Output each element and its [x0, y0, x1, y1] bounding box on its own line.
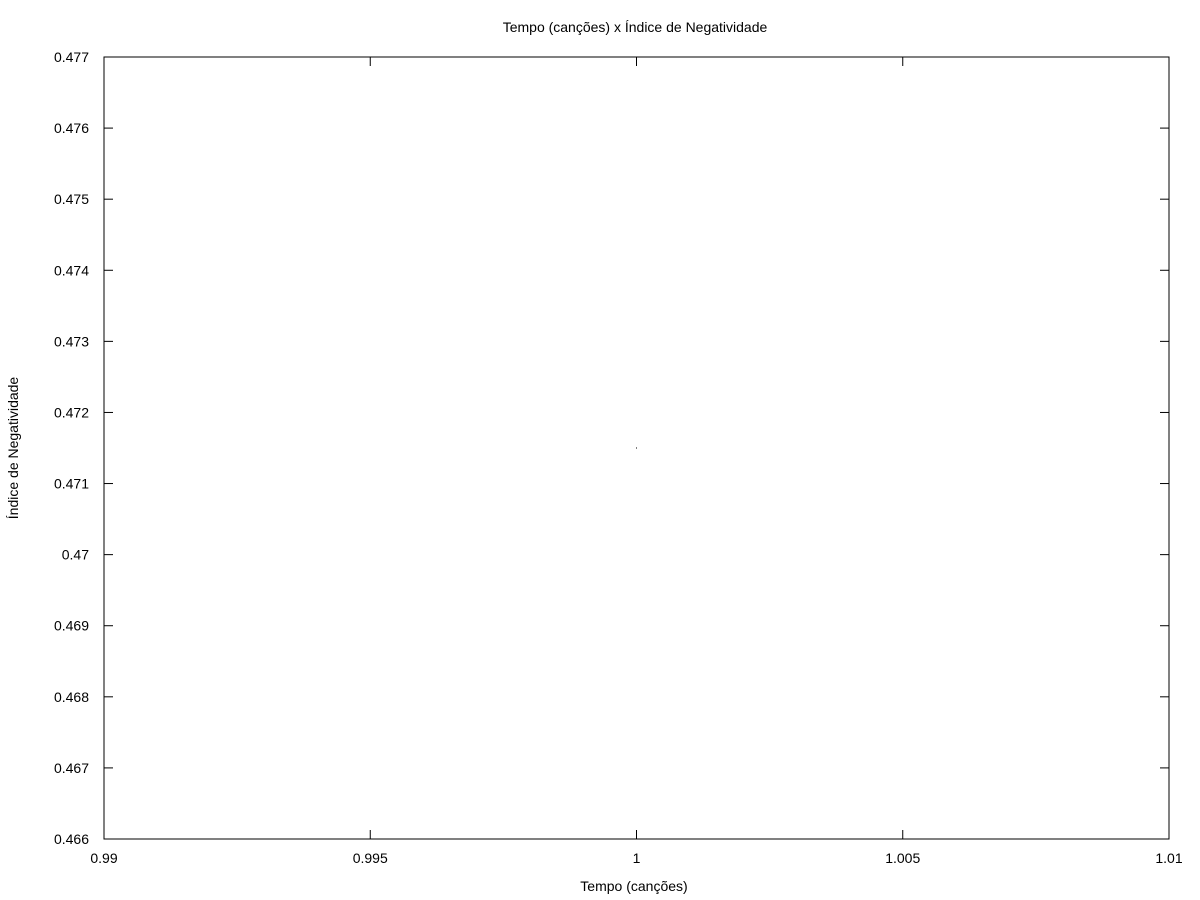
- x-tick-label: 0.99: [90, 850, 117, 866]
- y-tick-label: 0.468: [54, 689, 89, 705]
- y-tick-label: 0.472: [54, 404, 89, 420]
- y-tick-label: 0.477: [54, 49, 89, 65]
- x-tick-label: 1.01: [1155, 850, 1182, 866]
- chart-title: Tempo (canções) x Índice de Negatividade: [503, 19, 768, 35]
- data-point: [636, 447, 637, 449]
- y-tick-label: 0.476: [54, 120, 89, 136]
- x-tick-label: 1.005: [885, 850, 920, 866]
- y-axis: 0.466 0.467 0.468 0.469 0.47 0.471 0.472 0.473 0…: [54, 49, 1169, 847]
- y-tick-label: 0.469: [54, 618, 89, 634]
- y-tick-label: 0.475: [54, 191, 89, 207]
- y-tick-label: 0.47: [62, 547, 89, 563]
- y-tick-label: 0.471: [54, 476, 89, 492]
- y-tick-label: 0.474: [54, 262, 89, 278]
- x-axis: 0.99 0.995 1 1.005 1.01: [90, 57, 1183, 866]
- y-tick-label: 0.466: [54, 831, 89, 847]
- y-tick-label: 0.467: [54, 760, 89, 776]
- y-axis-label: Índice de Negatividade: [5, 377, 21, 520]
- x-axis-label: Tempo (canções): [580, 878, 687, 894]
- x-tick-label: 0.995: [353, 850, 388, 866]
- y-tick-label: 0.473: [54, 333, 89, 349]
- data-points: [636, 447, 637, 449]
- x-tick-label: 1: [633, 850, 641, 866]
